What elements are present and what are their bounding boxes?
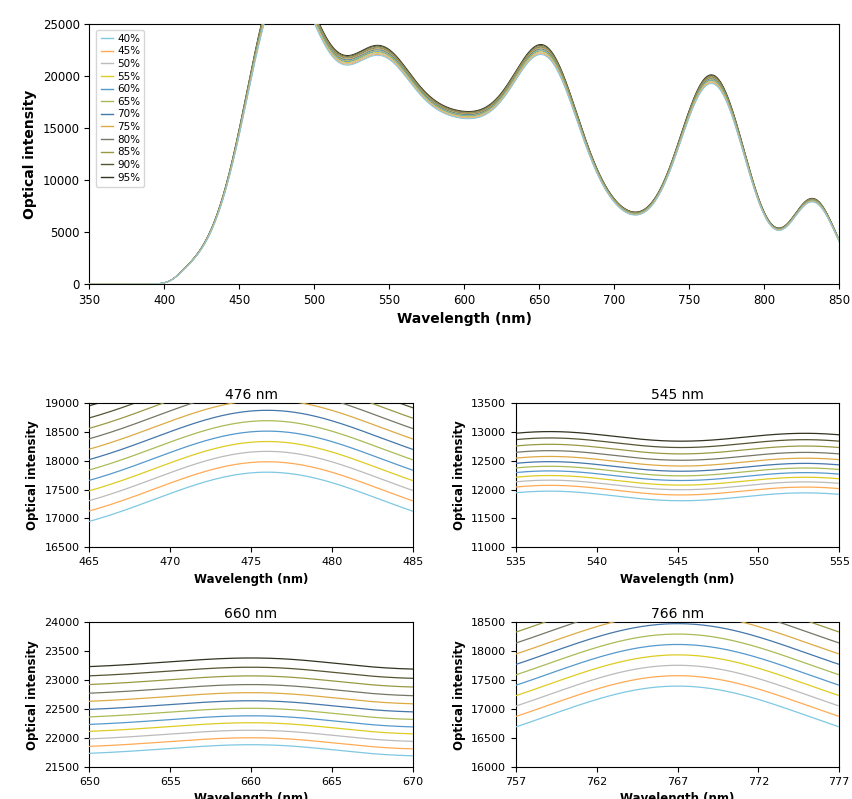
- X-axis label: Wavelength (nm): Wavelength (nm): [194, 573, 308, 586]
- Y-axis label: Optical intensity: Optical intensity: [452, 640, 466, 749]
- Title: 660 nm: 660 nm: [224, 607, 278, 622]
- X-axis label: Wavelength (nm): Wavelength (nm): [194, 793, 308, 799]
- Y-axis label: Optical intensity: Optical intensity: [26, 640, 39, 749]
- X-axis label: Wavelength (nm): Wavelength (nm): [397, 312, 532, 327]
- X-axis label: Wavelength (nm): Wavelength (nm): [620, 573, 734, 586]
- Y-axis label: Optical intensity: Optical intensity: [23, 89, 37, 219]
- X-axis label: Wavelength (nm): Wavelength (nm): [620, 793, 734, 799]
- Y-axis label: Optical intensity: Optical intensity: [26, 420, 39, 530]
- Y-axis label: Optical intensity: Optical intensity: [452, 420, 466, 530]
- Title: 545 nm: 545 nm: [651, 388, 704, 402]
- Legend: 40%, 45%, 50%, 55%, 60%, 65%, 70%, 75%, 80%, 85%, 90%, 95%: 40%, 45%, 50%, 55%, 60%, 65%, 70%, 75%, …: [96, 30, 145, 187]
- Title: 766 nm: 766 nm: [651, 607, 705, 622]
- Title: 476 nm: 476 nm: [225, 388, 278, 402]
